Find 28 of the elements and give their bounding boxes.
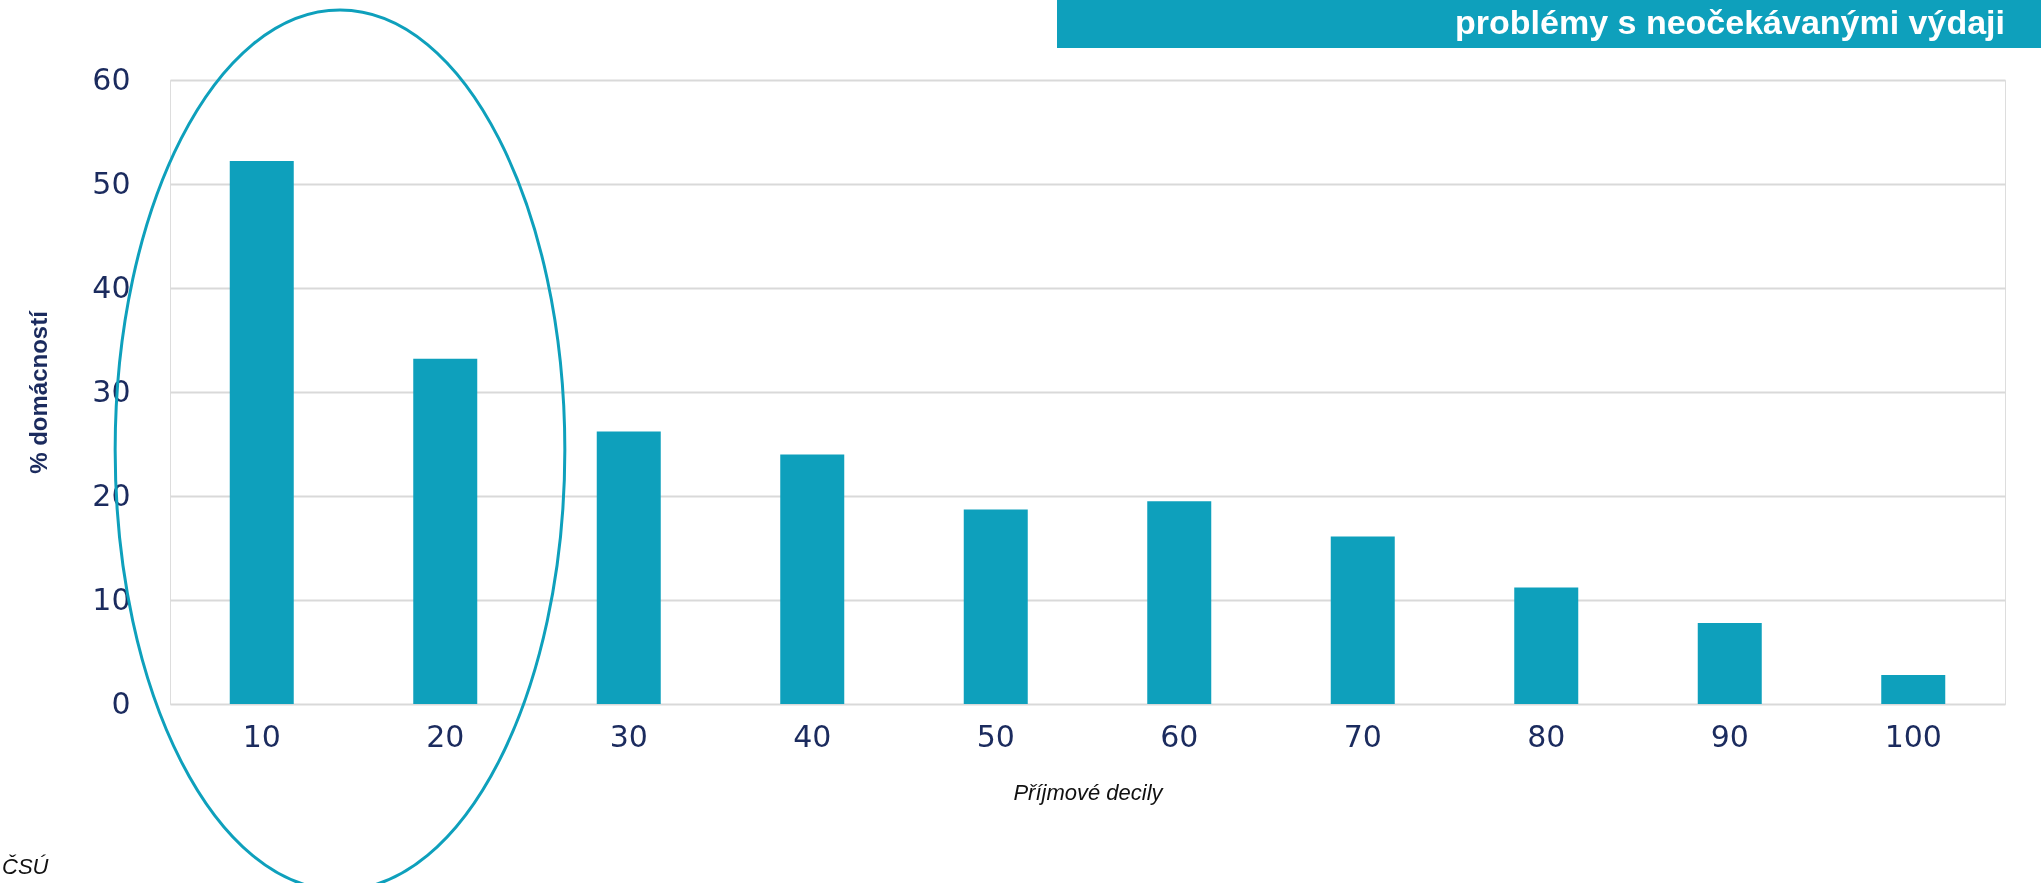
x-tick-label: 10 (242, 718, 281, 754)
y-tick-label: 60 (92, 61, 131, 97)
x-tick-label: 20 (426, 718, 465, 754)
bar (1330, 536, 1395, 704)
x-tick-label: 70 (1343, 718, 1382, 754)
bar (413, 358, 478, 704)
bar (229, 161, 294, 704)
x-axis-title: Příjmové decily (1013, 779, 1165, 805)
x-tick-label: 40 (793, 718, 832, 754)
chart-title: problémy s neočekávanými výdaji (1455, 3, 2005, 41)
x-tick-label: 100 (1884, 718, 1942, 754)
x-tick-label: 80 (1527, 718, 1566, 754)
bar (1514, 587, 1579, 704)
x-tick-label: 50 (976, 718, 1015, 754)
x-tick-label: 90 (1710, 718, 1749, 754)
bar (780, 454, 845, 704)
x-tick-label: 30 (609, 718, 648, 754)
bar (596, 431, 661, 704)
y-tick-label: 50 (92, 165, 131, 201)
bar (1147, 501, 1212, 704)
text: ČSÚ (2, 854, 49, 879)
y-tick-label: 40 (92, 269, 131, 305)
bar (963, 509, 1028, 704)
y-tick-label: 0 (111, 685, 131, 721)
bar (1881, 674, 1946, 704)
y-axis-title: % domácností (25, 309, 53, 474)
bar (1697, 622, 1762, 704)
x-tick-label: 60 (1160, 718, 1199, 754)
